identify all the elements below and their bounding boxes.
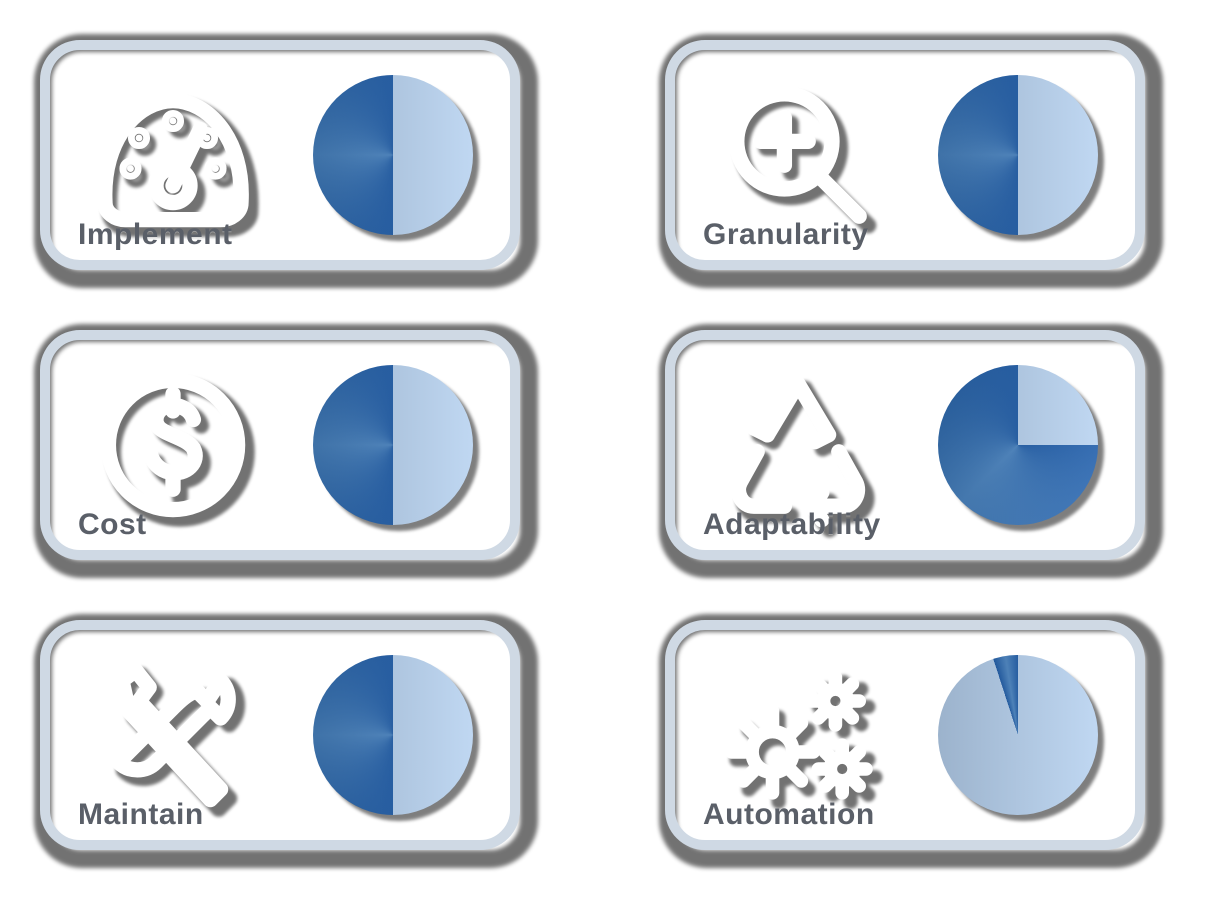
pie-cost (313, 365, 473, 525)
pie-automation (938, 655, 1098, 815)
gears-icon (713, 650, 883, 820)
card-label: Cost (78, 508, 147, 542)
recycle-arrows-icon (713, 360, 883, 530)
infographic-grid: Implement Granularity (20, 20, 1190, 870)
card-label: Adaptability (703, 508, 881, 542)
pie-adaptability (938, 365, 1098, 525)
card-implement: Implement (40, 40, 520, 270)
card-automation: Automation (665, 620, 1145, 850)
card-cost: Cost (40, 330, 520, 560)
card-label: Implement (78, 218, 233, 252)
card-label: Granularity (703, 218, 869, 252)
card-label: Maintain (78, 798, 204, 832)
pie-maintain (313, 655, 473, 815)
card-granularity: Granularity (665, 40, 1145, 270)
dashboard-gauge-icon (88, 70, 258, 240)
card-label: Automation (703, 798, 875, 832)
card-adaptability: Adaptability (665, 330, 1145, 560)
wrench-screwdriver-icon (88, 650, 258, 820)
pie-granularity (938, 75, 1098, 235)
magnify-plus-icon (713, 70, 883, 240)
dollar-circle-icon (88, 360, 258, 530)
card-maintain: Maintain (40, 620, 520, 850)
pie-implement (313, 75, 473, 235)
